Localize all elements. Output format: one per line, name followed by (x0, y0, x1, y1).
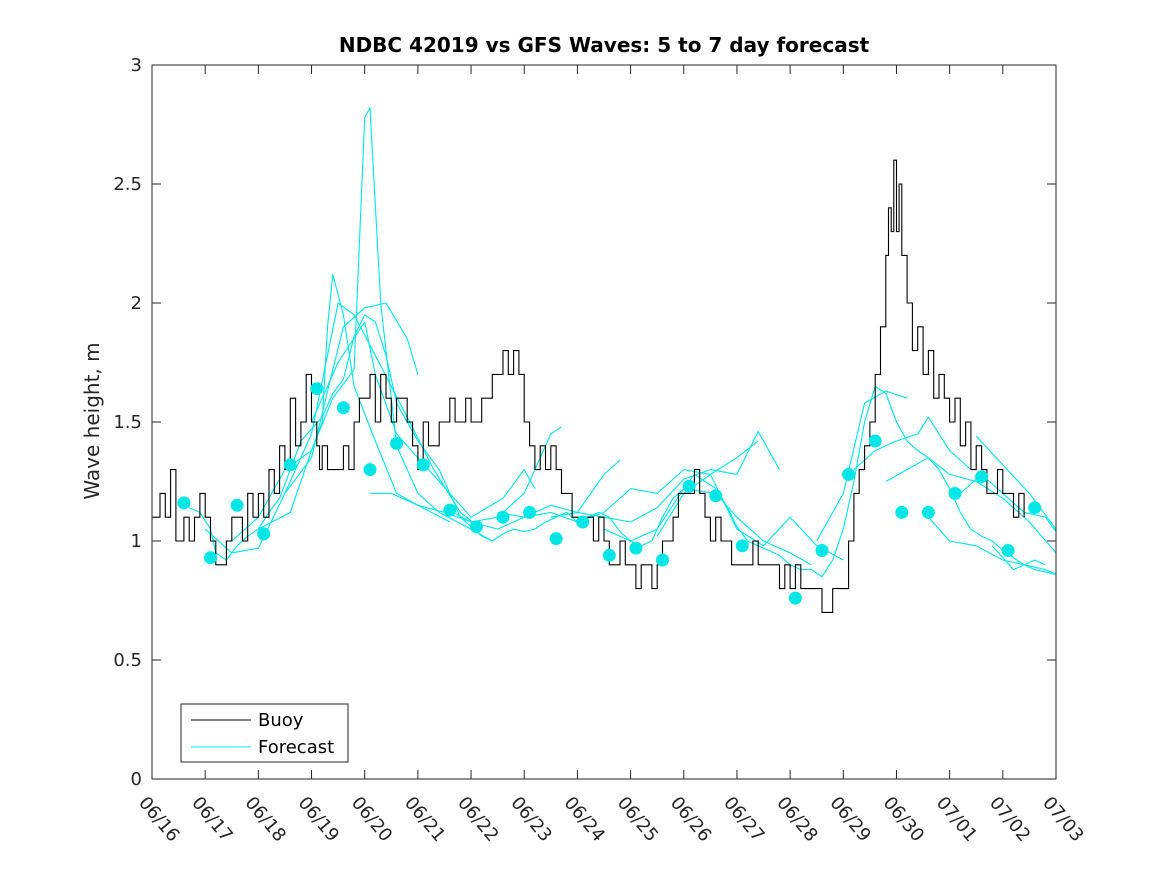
y-tick-label: 2 (131, 293, 142, 314)
forecast-run-line (885, 457, 1057, 554)
forecast-run-line (284, 302, 419, 494)
forecast-run-line (975, 435, 1057, 530)
plot-area (152, 65, 1057, 779)
forecast-marker (416, 458, 430, 472)
forecast-marker (629, 541, 643, 555)
forecast-marker (682, 479, 696, 493)
forecast-run-line (927, 516, 1057, 575)
forecast-run-line (204, 302, 483, 554)
forecast-run-line (853, 416, 972, 471)
forecast-marker (815, 544, 829, 557)
forecast-marker (709, 489, 723, 503)
forecast-marker (469, 520, 483, 534)
forecast-marker (895, 505, 909, 519)
legend-box (180, 703, 349, 763)
forecast-marker (523, 505, 537, 519)
forecast-run-line (370, 426, 562, 523)
y-tick-label: 1 (131, 531, 142, 552)
forecast-marker (735, 539, 749, 553)
forecast-marker (656, 553, 669, 567)
legend-label: Buoy (258, 710, 304, 731)
forecast-marker (602, 548, 616, 562)
forecast-marker (257, 527, 271, 541)
chart-title: NDBC 42019 vs GFS Waves: 5 to 7 day fore… (339, 33, 870, 57)
forecast-run-line (550, 430, 780, 523)
forecast-marker (948, 486, 962, 500)
y-tick-label: 1.5 (113, 412, 142, 433)
plot-background (152, 65, 1056, 779)
forecast-run-line (497, 440, 759, 523)
legend: Buoy Forecast (180, 703, 349, 763)
y-tick-label: 0 (131, 769, 142, 790)
y-tick-label: 2.5 (113, 174, 142, 195)
forecast-marker (842, 467, 856, 481)
forecast-marker (549, 532, 563, 546)
forecast-marker (390, 436, 404, 450)
forecast-marker (283, 458, 297, 472)
forecast-run-line (816, 390, 908, 542)
forecast-series-line (178, 314, 1057, 578)
forecast-marker (230, 498, 244, 512)
forecast-marker (363, 463, 377, 477)
forecast-marker (975, 470, 989, 484)
forecast-marker (576, 515, 590, 529)
forecast-marker (788, 591, 802, 605)
forecast-marker (204, 551, 217, 565)
forecast-marker (496, 510, 510, 524)
forecast-marker (177, 496, 191, 510)
y-tick-label: 3 (131, 55, 142, 76)
y-axis-label: Wave height, m (80, 342, 104, 499)
forecast-marker (868, 434, 882, 448)
forecast-marker (310, 382, 324, 396)
forecast-marker (921, 505, 935, 519)
forecast-marker (336, 401, 350, 415)
forecast-marker (1028, 501, 1042, 515)
forecast-run-line (258, 107, 493, 542)
forecast-marker (1001, 544, 1015, 557)
forecast-marker (443, 503, 457, 517)
y-tick-label: 0.5 (113, 650, 142, 671)
legend-label: Forecast (258, 737, 334, 758)
